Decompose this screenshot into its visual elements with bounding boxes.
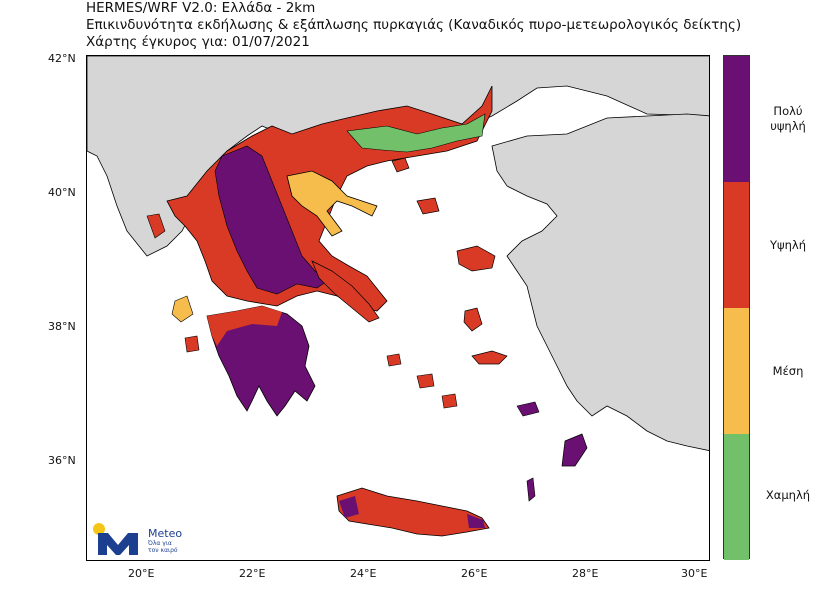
meteo-logo: Meteo Όλα για τον καιρό: [92, 521, 192, 557]
lat-tick-42: 42°N: [48, 52, 76, 65]
lesvos: [456, 245, 496, 272]
evia: [311, 260, 380, 323]
title-line-model: HERMES/WRF V2.0: Ελλάδα - 2km: [86, 0, 316, 16]
lon-tick-28: 28°E: [572, 567, 599, 580]
peloponnese: [206, 305, 316, 417]
limnos: [416, 197, 440, 215]
greece-central-very-high: [214, 145, 328, 295]
logo-tagline-1: Όλα για: [148, 540, 172, 547]
meteo-logo-mark: [93, 523, 138, 555]
peloponnese-high-rim: [207, 306, 282, 346]
lon-tick-26: 26°E: [461, 567, 488, 580]
colorbar-very-high: [724, 56, 749, 182]
rhodes: [561, 433, 588, 467]
title-line-valid-date: Χάρτης έγκυρος για: 01/07/2021: [86, 34, 310, 50]
thasos: [391, 157, 410, 173]
crete: [336, 487, 490, 537]
colorbar-low: [724, 434, 749, 560]
lon-tick-30: 30°E: [681, 567, 708, 580]
greece-chalkidiki: [286, 170, 378, 237]
colorbar-medium: [724, 308, 749, 434]
colorbar-high: [724, 182, 749, 308]
lon-tick-22: 22°E: [239, 567, 266, 580]
cyclades-2: [416, 373, 435, 389]
legend-label-high: Υψηλή: [770, 238, 806, 252]
logo-tagline-2: τον καιρό: [148, 547, 178, 554]
risk-colorbar: [723, 55, 750, 560]
cyclades-1: [386, 353, 402, 367]
samos-ikaria: [471, 350, 508, 365]
crete-east-purple: [467, 514, 485, 528]
land-turkey: [491, 113, 709, 451]
logo-name: Meteo: [148, 527, 183, 540]
lon-tick-20: 20°E: [128, 567, 155, 580]
crete-west-purple: [339, 496, 359, 518]
fire-risk-map: [86, 55, 710, 561]
lat-tick-36: 36°N: [48, 454, 76, 467]
lon-tick-24: 24°E: [350, 567, 377, 580]
title-line-index: Επικινδυνότητα εκδήλωσης & εξάπλωσης πυρ…: [86, 17, 742, 33]
legend-label-very-high: Πολύ υψηλή: [770, 104, 806, 133]
map-title: HERMES/WRF V2.0: Ελλάδα - 2km Επικινδυνό…: [86, 0, 741, 51]
map-canvas: [87, 56, 709, 537]
zakynthos: [184, 335, 200, 353]
legend-label-medium: Μέση: [772, 364, 804, 378]
dodecanese-kos: [516, 401, 540, 417]
karpathos: [526, 477, 536, 502]
legend-label-low: Χαμηλή: [765, 488, 811, 502]
corfu: [146, 213, 166, 239]
lat-tick-38: 38°N: [48, 320, 76, 333]
lat-tick-40: 40°N: [48, 186, 76, 199]
chios: [463, 307, 483, 332]
kefalonia: [171, 295, 194, 323]
cyclades-3: [441, 393, 458, 409]
greece-thrace-low: [346, 113, 486, 153]
